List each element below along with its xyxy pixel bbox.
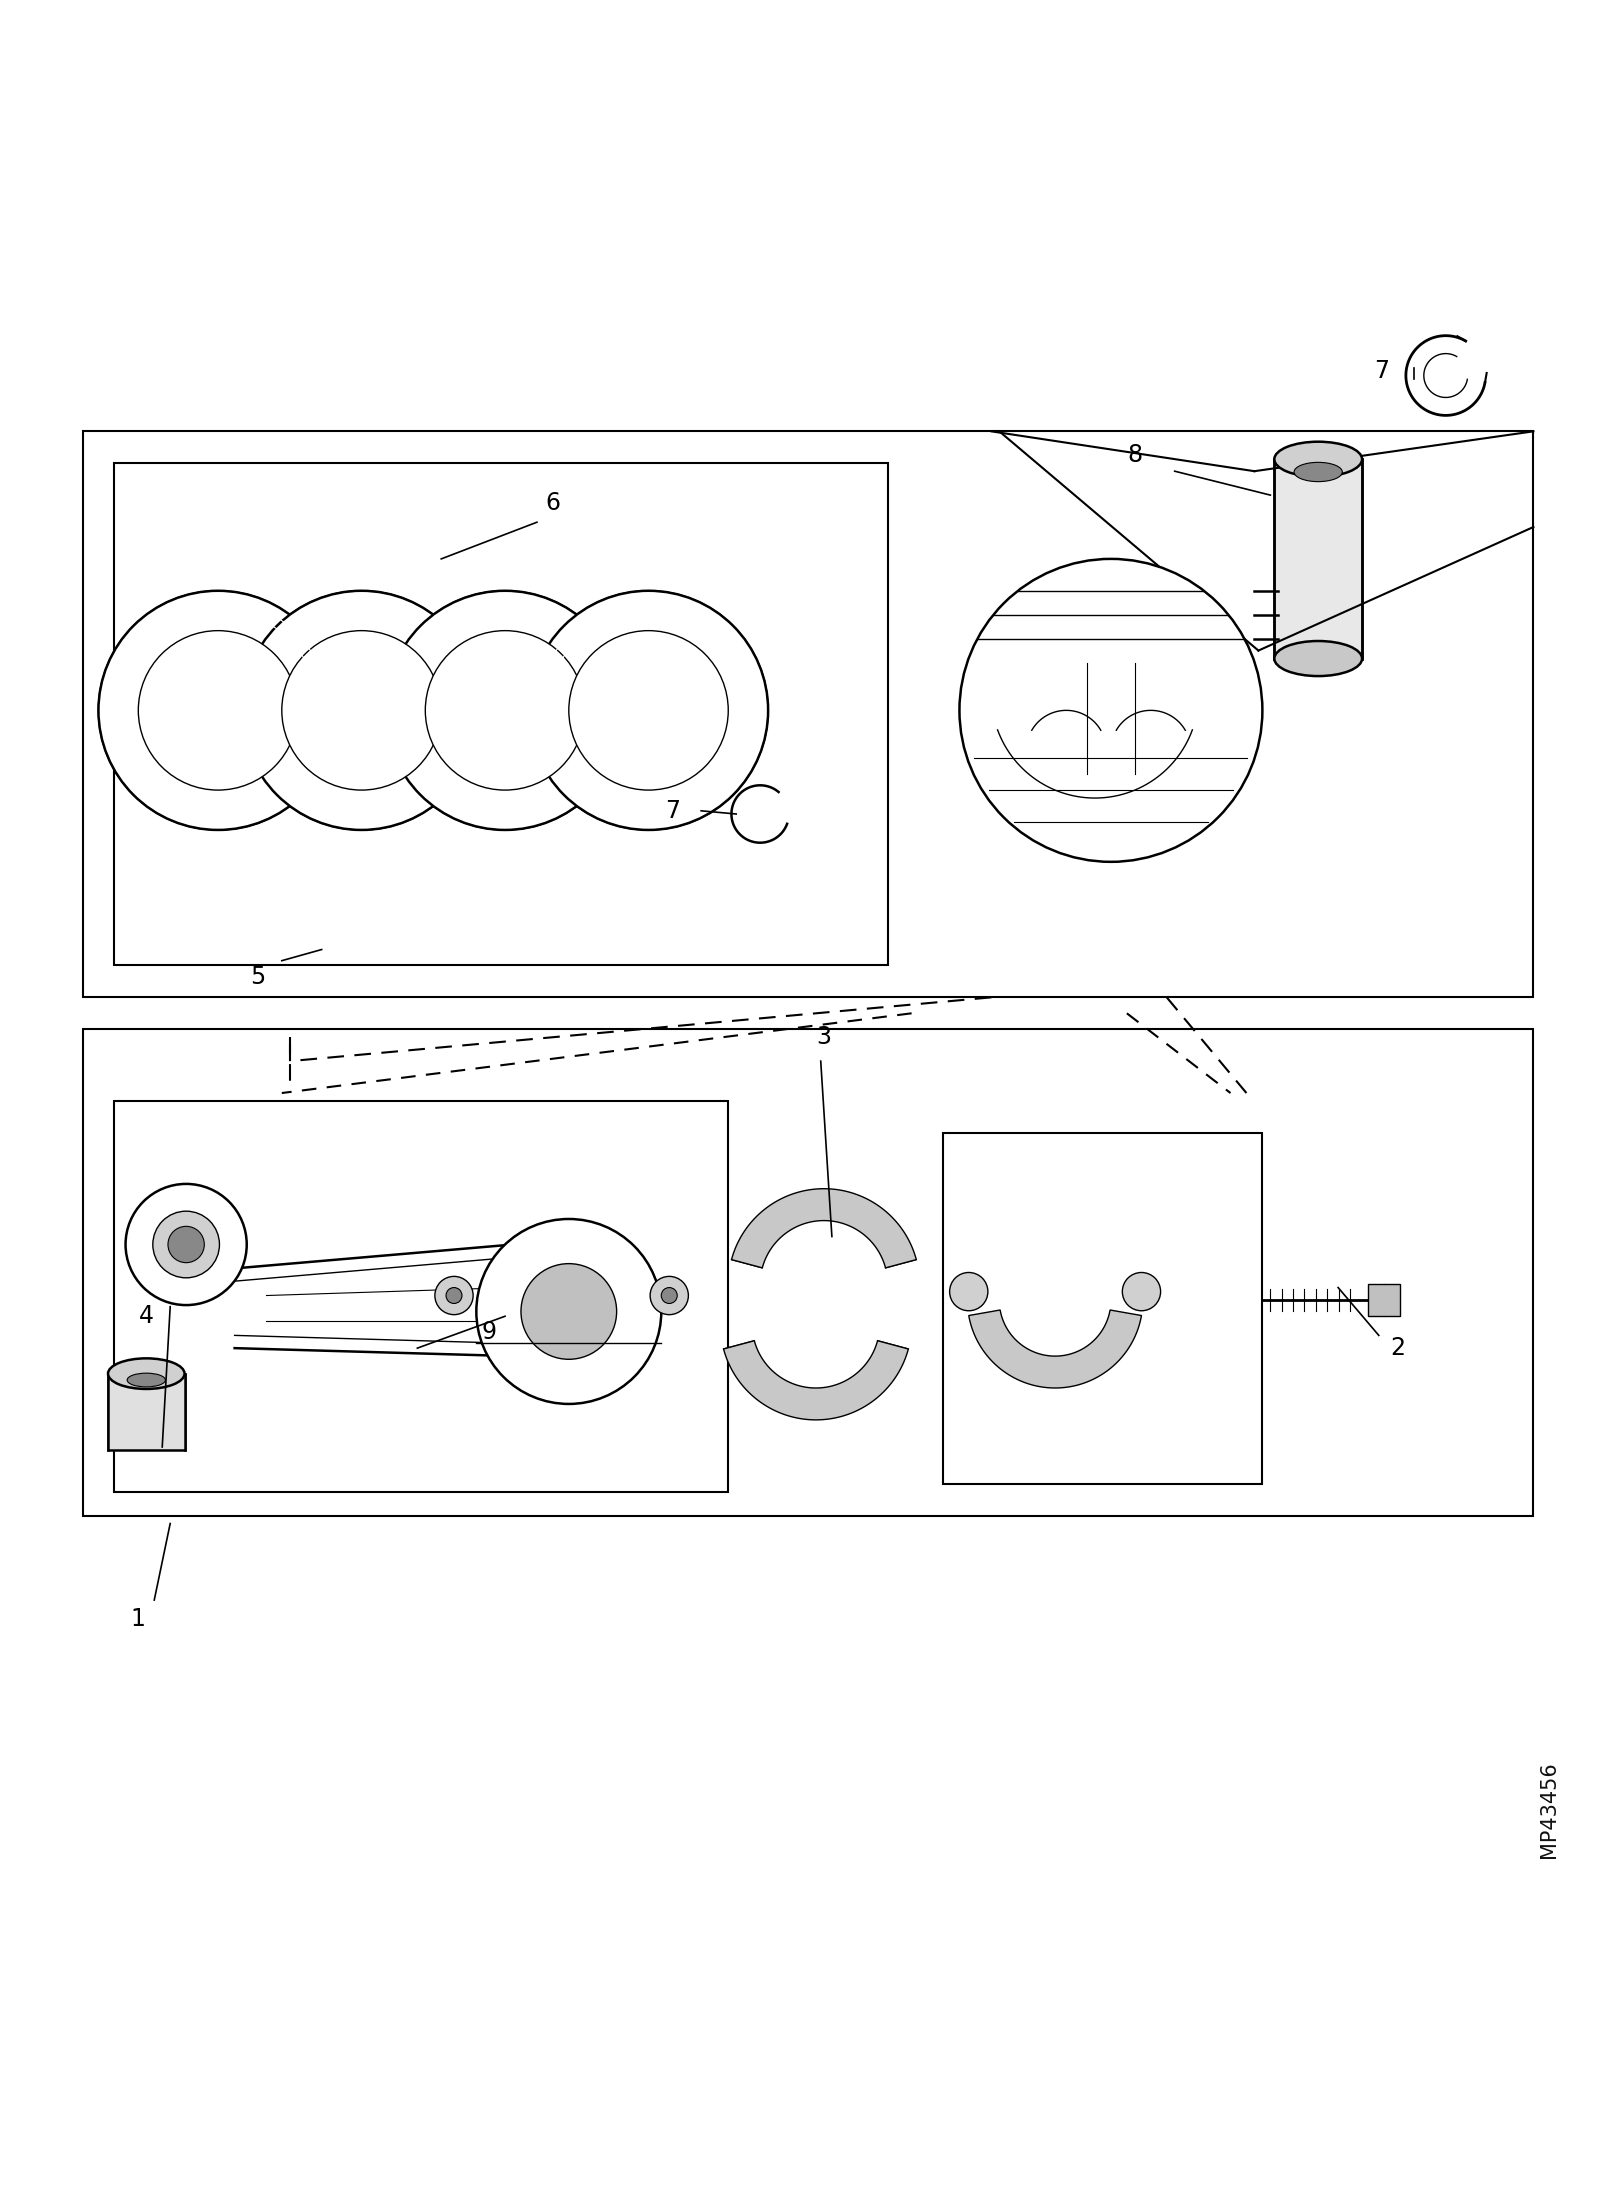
Text: 8: 8 xyxy=(1128,443,1142,467)
Text: 3: 3 xyxy=(816,1026,832,1048)
Circle shape xyxy=(950,1273,987,1310)
Bar xyxy=(944,1132,1262,1484)
Bar xyxy=(1274,460,1362,658)
Circle shape xyxy=(661,1288,677,1304)
PathPatch shape xyxy=(386,590,624,830)
PathPatch shape xyxy=(242,590,482,830)
Ellipse shape xyxy=(109,1359,184,1389)
Circle shape xyxy=(282,630,442,791)
Bar xyxy=(109,1374,184,1451)
Text: 7: 7 xyxy=(666,799,680,824)
Circle shape xyxy=(650,1277,688,1315)
Text: 1: 1 xyxy=(131,1607,146,1632)
Bar xyxy=(83,1028,1533,1515)
Text: 9: 9 xyxy=(482,1321,496,1343)
Text: 2: 2 xyxy=(1390,1337,1405,1361)
Circle shape xyxy=(125,1185,246,1306)
Circle shape xyxy=(138,630,298,791)
Text: 6: 6 xyxy=(546,491,560,515)
Bar xyxy=(1368,1284,1400,1317)
Polygon shape xyxy=(731,1189,917,1268)
Circle shape xyxy=(154,1211,219,1277)
Ellipse shape xyxy=(1274,641,1362,676)
Bar xyxy=(114,1101,728,1491)
Ellipse shape xyxy=(1274,443,1362,478)
Circle shape xyxy=(426,630,584,791)
Circle shape xyxy=(570,630,728,791)
Circle shape xyxy=(522,1264,616,1359)
Bar xyxy=(83,432,1533,998)
Circle shape xyxy=(99,590,338,830)
Circle shape xyxy=(435,1277,474,1315)
Circle shape xyxy=(960,559,1262,861)
Bar xyxy=(114,462,888,964)
Circle shape xyxy=(477,1220,661,1405)
Circle shape xyxy=(530,590,768,830)
Polygon shape xyxy=(968,1310,1141,1387)
Circle shape xyxy=(242,590,482,830)
Circle shape xyxy=(168,1227,205,1262)
PathPatch shape xyxy=(99,590,338,830)
Ellipse shape xyxy=(1294,462,1342,482)
Circle shape xyxy=(386,590,624,830)
Polygon shape xyxy=(723,1341,909,1420)
Text: MP43456: MP43456 xyxy=(1539,1762,1560,1858)
Circle shape xyxy=(1122,1273,1160,1310)
Text: 4: 4 xyxy=(139,1304,154,1328)
Text: 7: 7 xyxy=(1374,359,1389,383)
Circle shape xyxy=(446,1288,462,1304)
Text: 5: 5 xyxy=(250,964,266,989)
PathPatch shape xyxy=(530,590,768,830)
Ellipse shape xyxy=(126,1374,165,1387)
